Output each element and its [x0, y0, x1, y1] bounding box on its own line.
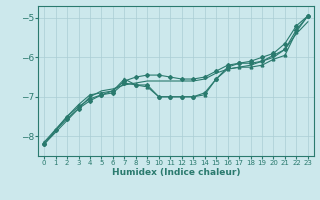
X-axis label: Humidex (Indice chaleur): Humidex (Indice chaleur) — [112, 168, 240, 177]
